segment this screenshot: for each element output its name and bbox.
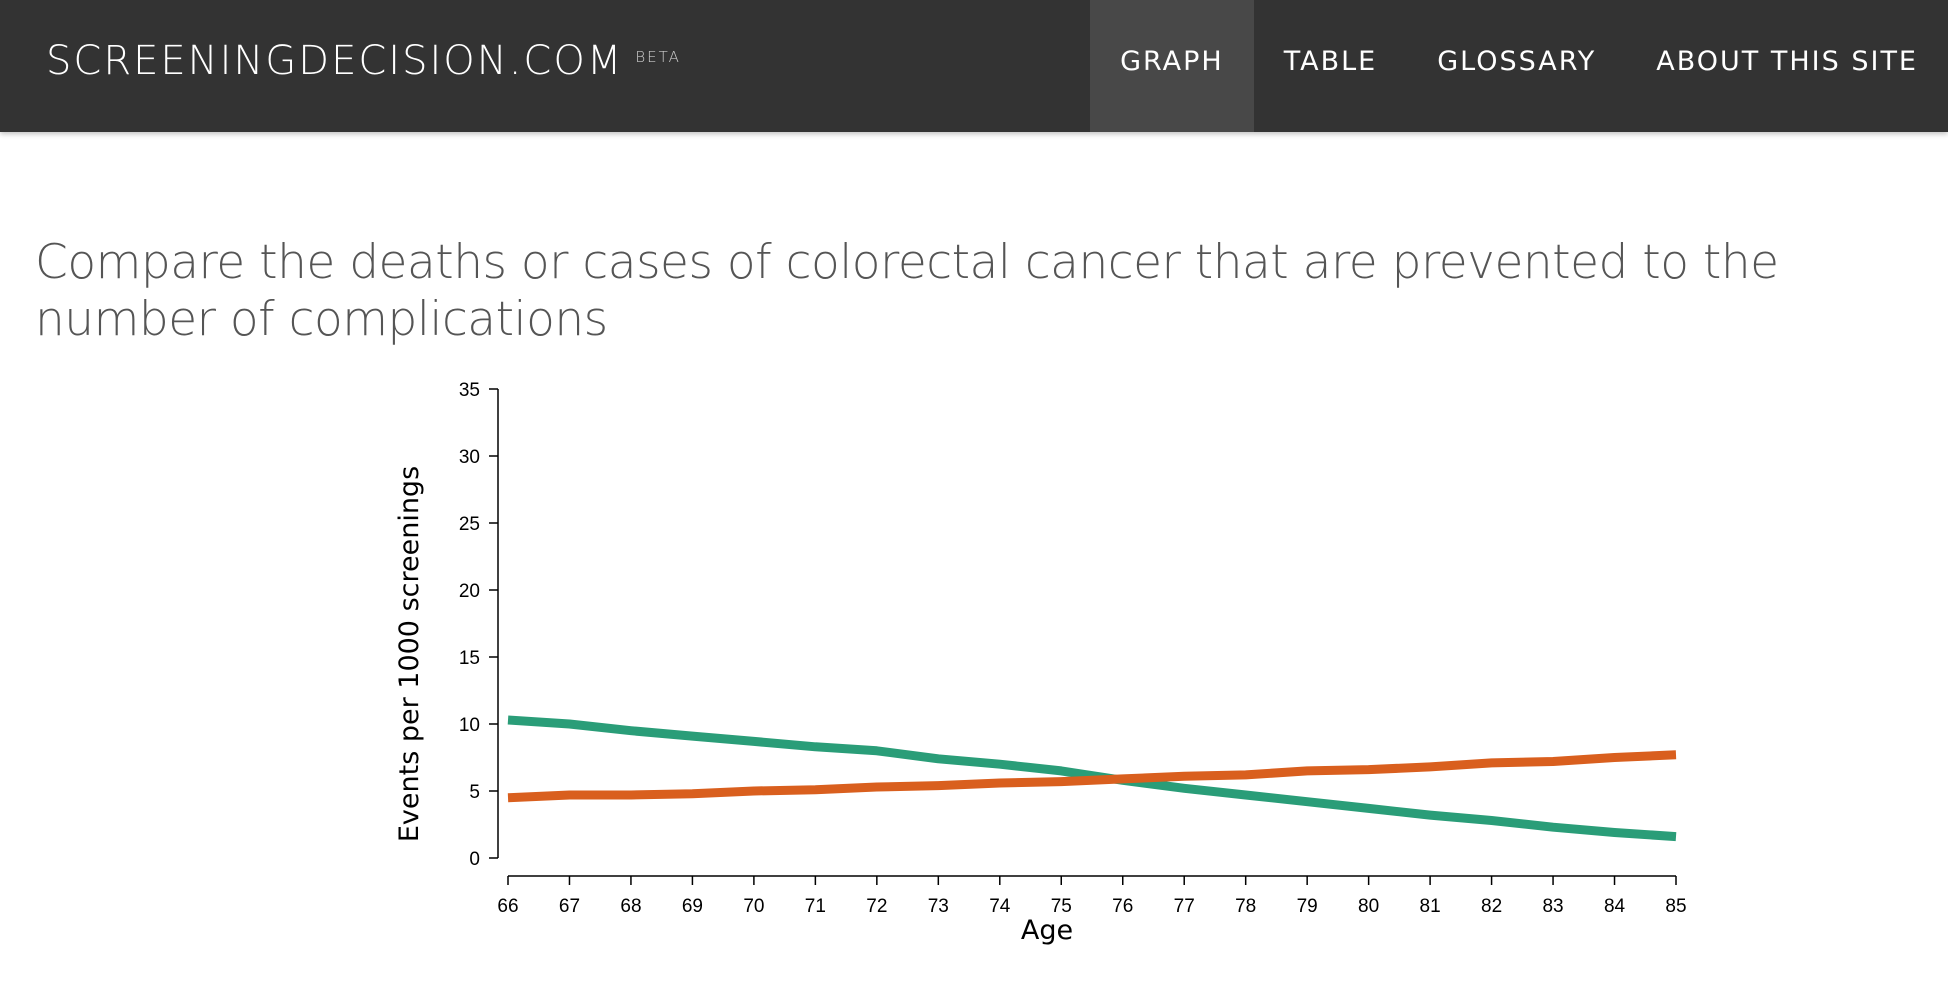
- x-tick-label: 70: [743, 896, 764, 917]
- nav-about[interactable]: ABOUT THIS SITE: [1656, 46, 1918, 77]
- nav-graph[interactable]: GRAPH: [1090, 0, 1254, 132]
- y-tick-label: 20: [459, 581, 480, 602]
- x-tick-label: 83: [1542, 896, 1563, 917]
- x-tick-label: 73: [928, 896, 949, 917]
- series-line-2: [507, 750, 1677, 803]
- y-tick-label: 10: [459, 715, 480, 736]
- nav-table[interactable]: TABLE: [1283, 46, 1378, 77]
- x-tick-label: 68: [620, 896, 641, 917]
- x-tick-label: 75: [1051, 896, 1072, 917]
- x-tick-label: 85: [1665, 896, 1686, 917]
- x-tick-label: 72: [866, 896, 887, 917]
- x-tick-label: 80: [1358, 896, 1379, 917]
- x-tick-label: 78: [1235, 896, 1256, 917]
- navbar: SCREENINGDECISION.COM BETA GRAPH TABLE GL…: [0, 0, 1948, 132]
- brand-name: SCREENINGDECISION.COM: [46, 38, 624, 84]
- x-axis: 66 67 68 69 70 71 72 73 74 75 76 77 78 79 80 81 82 83 84 85: [497, 875, 1687, 917]
- series-line-1: [507, 715, 1677, 842]
- nav-glossary[interactable]: GLOSSARY: [1437, 46, 1597, 77]
- y-tick-label: 25: [459, 514, 480, 535]
- page-title: Compare the deaths or cases of colorecta…: [35, 235, 1779, 347]
- x-tick-label: 76: [1112, 896, 1133, 917]
- x-tick-label: 71: [805, 896, 826, 917]
- x-tick-label: 77: [1174, 896, 1195, 917]
- x-tick-label: 81: [1420, 896, 1441, 917]
- x-tick-label: 79: [1297, 896, 1318, 917]
- y-tick-label: 5: [469, 782, 480, 803]
- x-tick-label: 84: [1604, 896, 1626, 917]
- y-tick-label: 30: [459, 447, 480, 468]
- x-tick-label: 74: [989, 896, 1011, 917]
- y-axis: 0 5 10 15 20 25 30 35: [459, 380, 499, 870]
- series-layer: [507, 715, 1677, 842]
- y-tick-label: 0: [469, 849, 480, 870]
- x-tick-label: 82: [1481, 896, 1502, 917]
- main-nav: GRAPH TABLE GLOSSARY ABOUT THIS SITE: [1090, 0, 1948, 132]
- y-axis-title: Events per 1000 screenings: [394, 466, 425, 842]
- x-tick-label: 66: [497, 896, 518, 917]
- y-tick-label: 15: [459, 648, 480, 669]
- beta-badge: BETA: [635, 48, 681, 66]
- brand-link[interactable]: SCREENINGDECISION.COM BETA: [46, 38, 681, 84]
- x-tick-label: 69: [682, 896, 703, 917]
- x-axis-title: Age: [1021, 915, 1073, 946]
- y-tick-label: 35: [459, 380, 480, 401]
- x-tick-label: 67: [559, 896, 580, 917]
